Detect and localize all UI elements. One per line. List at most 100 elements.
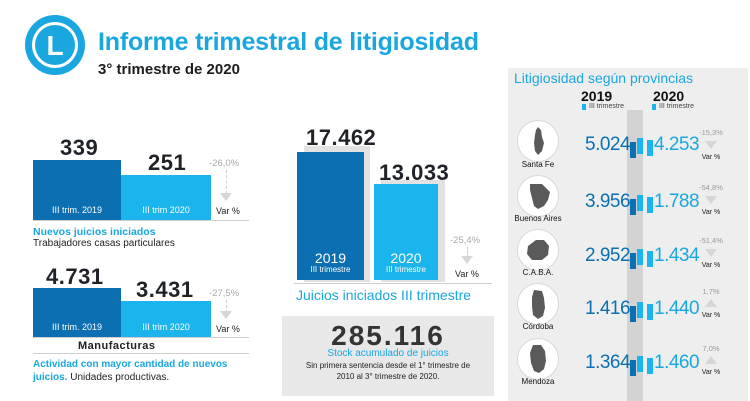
- divider: [294, 283, 492, 284]
- stock-description: Sin primera sentencia desde el 1° trimes…: [282, 360, 494, 382]
- arrow-down-icon: [705, 141, 717, 149]
- tick-label: III trim. 2019: [51, 322, 103, 332]
- tick-label: 2020: [390, 250, 422, 266]
- value-marker: [637, 249, 643, 265]
- value-marker: [630, 142, 636, 158]
- value-marker: [630, 306, 636, 322]
- chart-heading: Manufacturas: [78, 340, 156, 352]
- value-2020: 4.253: [654, 134, 700, 155]
- divider: [33, 220, 249, 221]
- stock-label: Stock acumulado de juicios: [327, 348, 449, 359]
- chart-caption: Actividad con mayor cantidad de nuevos j…: [33, 358, 233, 384]
- divider: [33, 337, 249, 338]
- svg-text:L: L: [46, 30, 63, 61]
- bar: III trim. 2019: [33, 160, 121, 220]
- divider: [33, 353, 249, 354]
- chart-caption: Trabajadores casas particulares: [33, 238, 175, 249]
- value-marker: [637, 138, 643, 154]
- value-2019: 1.364: [585, 352, 631, 373]
- variation-value: 1,7%: [702, 287, 720, 296]
- divider: [467, 247, 468, 257]
- tick-sublabel: III trimestre: [310, 265, 351, 274]
- stock-box: 285.116 Stock acumulado de juicios Sin p…: [282, 316, 494, 396]
- province-map-icon: [517, 175, 559, 217]
- variation-value: -15,3%: [699, 128, 723, 137]
- tick-label: III trim 2020: [142, 205, 190, 215]
- variation-value: -25,4%: [450, 235, 481, 246]
- legend-swatch: [652, 104, 656, 110]
- legend-swatch: [582, 104, 586, 110]
- value-2019: 5.024: [585, 134, 631, 155]
- value-marker: [630, 253, 636, 269]
- arrow-down-icon: [220, 311, 232, 319]
- value-2020: 1.788: [654, 191, 700, 212]
- variation-label: Var %: [701, 262, 721, 269]
- tick-label: III trim 2020: [142, 322, 190, 332]
- stock-description-line: 2010 al 3° trimestre de 2020.: [336, 372, 440, 381]
- province-map-icon: [517, 283, 559, 325]
- value-marker: [647, 304, 653, 320]
- province-name: Buenos Aires: [514, 214, 562, 223]
- province-name: Santa Fe: [521, 160, 555, 169]
- value-marker: [630, 199, 636, 215]
- data-label: 4.731: [46, 264, 104, 289]
- divider: [226, 300, 227, 313]
- chart-title: Juicios iniciados III trimestre: [296, 287, 472, 303]
- value-marker: [647, 358, 653, 374]
- logo-l-icon: L: [25, 15, 85, 75]
- province-map-icon: [517, 338, 559, 380]
- bar: III trim 2020: [121, 175, 211, 220]
- tick-label: III trim. 2019: [51, 205, 103, 215]
- variation-value: -54,8%: [699, 183, 723, 192]
- value-marker: [637, 195, 643, 211]
- province-name: Córdoba: [522, 322, 554, 331]
- value-marker: [647, 197, 653, 213]
- bar: 2020 III trimestre: [374, 184, 438, 280]
- tick-sublabel: III trimestre: [385, 265, 426, 274]
- province-map-icon: [517, 120, 559, 162]
- divider: [226, 170, 227, 194]
- value-2019: 2.952: [585, 245, 631, 266]
- data-label: 17.462: [306, 125, 377, 150]
- arrow-down-icon: [220, 193, 232, 201]
- value-2020: 1.440: [654, 298, 700, 319]
- bar: 2019 III trimestre: [297, 152, 364, 280]
- variation-label: Var %: [701, 312, 721, 319]
- data-label: 251: [148, 150, 187, 175]
- stock-value: 285.116: [331, 320, 445, 351]
- column-sub: III trimestre: [659, 103, 695, 110]
- value-marker: [647, 251, 653, 267]
- variation-value: -51,4%: [699, 236, 723, 245]
- bar: III trim 2020: [121, 301, 211, 337]
- value-2019: 1.416: [585, 298, 631, 319]
- value-marker: [637, 356, 643, 372]
- value-2020: 1.460: [654, 352, 700, 373]
- data-label: 3.431: [136, 277, 194, 302]
- chart-caption-text: Unidades productivas.: [70, 372, 170, 383]
- variation-value: -26,0%: [209, 158, 240, 169]
- column-sub: III trimestre: [589, 103, 625, 110]
- variation-label: Var %: [216, 206, 240, 216]
- bar: III trim. 2019: [33, 288, 121, 337]
- province-name: Mendoza: [521, 377, 555, 386]
- column-year: 2019: [581, 88, 613, 104]
- value-marker: [647, 140, 653, 156]
- chart-caption-highlight: Actividad con mayor cantidad de nuevos j…: [33, 359, 228, 383]
- value-marker: [630, 360, 636, 376]
- column-year: 2020: [653, 88, 685, 104]
- province-map-icon: [517, 229, 559, 271]
- data-label: 339: [60, 135, 99, 160]
- variation-value: 7,0%: [702, 344, 720, 353]
- arrow-down-icon: [705, 249, 717, 257]
- value-marker: [637, 302, 643, 318]
- arrow-up-icon: [705, 356, 717, 364]
- stock-description-line: Sin primera sentencia desde el 1° trimes…: [305, 361, 471, 370]
- value-2019: 3.956: [585, 191, 631, 212]
- page-subtitle: 3° trimestre de 2020: [98, 61, 240, 78]
- arrow-up-icon: [705, 299, 717, 307]
- province-name: C.A.B.A.: [522, 268, 554, 277]
- variation-label: Var %: [701, 209, 721, 216]
- value-2020: 1.434: [654, 245, 700, 266]
- provinces-title: Litigiosidad según provincias: [514, 70, 693, 86]
- tick-label: 2019: [314, 250, 347, 266]
